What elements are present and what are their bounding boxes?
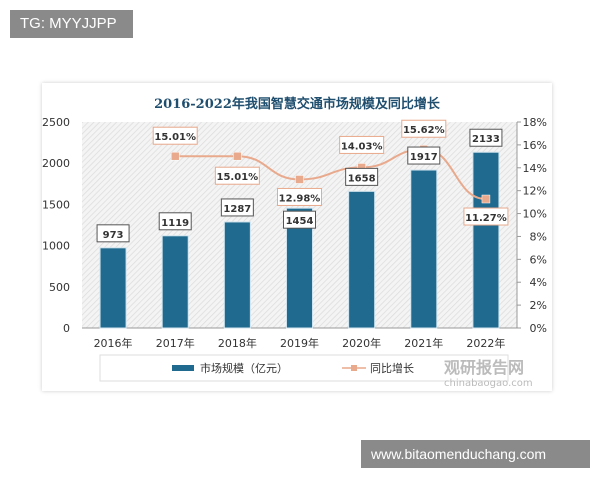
legend-line-label: 同比增长 — [370, 361, 414, 375]
overlay-tag: TG: MYYJJPP — [10, 10, 133, 38]
bar-value-label-box — [220, 198, 254, 217]
category-label: 2019年 — [280, 336, 319, 350]
growth-value-label-box — [339, 135, 385, 154]
bar-value-label: 1917 — [410, 152, 438, 163]
right-tick-label: 2% — [530, 299, 547, 312]
growth-value-label: 15.01% — [217, 172, 259, 183]
bar — [472, 151, 500, 329]
bar-value-label: 1287 — [223, 204, 251, 215]
right-tick-label: 0% — [530, 322, 547, 335]
growth-value-label: 15.01% — [154, 132, 196, 143]
bar-value-label: 2133 — [472, 134, 500, 145]
legend-bar-swatch — [172, 365, 194, 371]
right-tick-label: 4% — [530, 276, 547, 289]
bar-value-label-box — [96, 224, 130, 243]
bar-value-label-box — [158, 212, 192, 231]
right-tick-label: 18% — [523, 116, 547, 129]
left-tick-label: 0 — [63, 322, 70, 335]
growth-marker — [233, 151, 242, 161]
growth-value-label-box — [277, 187, 322, 206]
left-tick-label: 1000 — [42, 240, 70, 253]
overlay-site: www.bitaomenduchang.com — [361, 440, 590, 468]
right-tick-label: 6% — [530, 253, 547, 266]
right-tick-label: 14% — [523, 162, 547, 175]
right-tick-label: 10% — [523, 208, 547, 221]
growth-marker — [481, 194, 491, 204]
chart-title: 2016-2022年我国智慧交通市场规模及同比增长 — [154, 96, 441, 112]
left-tick-label: 1500 — [42, 198, 70, 211]
left-tick-label: 500 — [49, 281, 70, 294]
bar — [348, 190, 376, 329]
category-label: 2022年 — [466, 336, 505, 350]
bar-value-label-box — [283, 210, 316, 229]
legend-line-marker — [351, 365, 357, 371]
left-tick-label: 2000 — [42, 157, 70, 170]
category-label: 2018年 — [218, 336, 257, 350]
bar — [223, 221, 251, 329]
growth-marker — [295, 175, 304, 184]
left-tick-label: 2500 — [42, 116, 70, 129]
legend-bar-label: 市场规模（亿元） — [200, 361, 288, 375]
growth-value-label: 11.27% — [465, 213, 507, 224]
bar — [161, 235, 189, 329]
growth-marker — [170, 151, 180, 161]
category-label: 2016年 — [94, 336, 133, 350]
legend — [99, 354, 509, 382]
bar-value-label-box — [469, 128, 503, 147]
bar — [410, 169, 438, 329]
bar-value-label: 1454 — [286, 216, 314, 227]
growth-value-label: 15.62% — [403, 125, 445, 136]
bar — [99, 247, 127, 329]
right-tick-label: 8% — [530, 230, 547, 243]
chart: 2016-2022年我国智慧交通市场规模及同比增长 0 500 1000 1500 20… — [42, 96, 547, 389]
growth-value-label-box — [463, 207, 509, 226]
right-tick-label: 12% — [523, 185, 547, 198]
category-label: 2017年 — [156, 336, 195, 350]
category-label: 2020年 — [342, 336, 381, 350]
right-tick-label: 16% — [523, 139, 547, 152]
category-label: 2021年 — [404, 336, 443, 350]
watermark-url: chinabaogao.com — [444, 378, 533, 389]
bar-value-label: 973 — [103, 230, 124, 241]
growth-value-label: 14.03% — [341, 141, 383, 152]
growth-value-label-box — [152, 126, 198, 145]
growth-value-label-box — [401, 119, 447, 138]
growth-value-label-box — [214, 166, 260, 185]
watermark-name: 观研报告网 — [444, 358, 524, 377]
growth-value-label: 12.98% — [279, 193, 321, 204]
chart-card: 2016-2022年我国智慧交通市场规模及同比增长 0 500 1000 1500 20… — [42, 83, 552, 391]
bar-value-label: 1658 — [348, 173, 376, 184]
bar-value-label-box — [407, 146, 441, 165]
bar-value-label: 1119 — [161, 218, 189, 229]
bar-value-label-box — [345, 167, 379, 186]
